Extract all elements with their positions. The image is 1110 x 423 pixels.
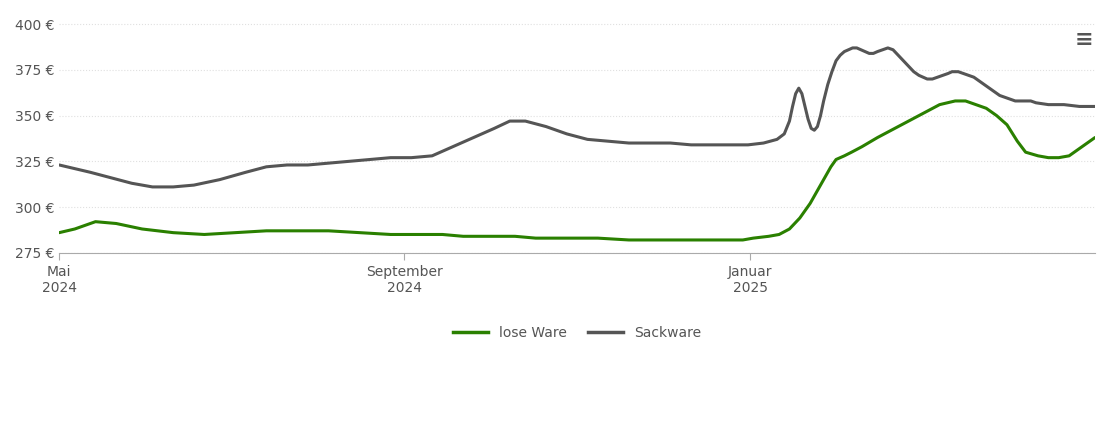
Legend: lose Ware, Sackware: lose Ware, Sackware: [447, 321, 706, 346]
Text: ≡: ≡: [1074, 30, 1093, 49]
